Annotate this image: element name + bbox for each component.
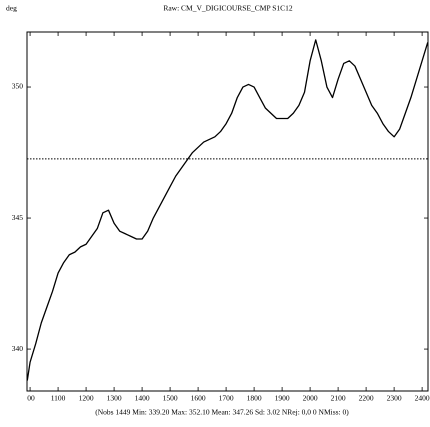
x-tick-label: 2000	[303, 394, 318, 403]
y-tick-label: 345	[12, 213, 24, 222]
x-tick-label: 00	[27, 394, 35, 403]
x-tick-label: 1900	[275, 394, 290, 403]
x-tick-label: 1200	[79, 394, 94, 403]
y-tick-label: 350	[12, 82, 24, 91]
data-line	[26, 39, 429, 381]
y-axis-label: deg	[6, 4, 17, 13]
x-tick-label: 1400	[135, 394, 150, 403]
plot-frame	[26, 31, 429, 392]
x-tick-label: 1600	[191, 394, 206, 403]
footer-stats: (Nobs 1449 Min: 339.20 Max: 352.10 Mean:…	[95, 408, 349, 417]
x-tick-label: 1700	[219, 394, 234, 403]
x-tick-label: 2200	[359, 394, 374, 403]
x-tick-label: 2400	[415, 394, 430, 403]
x-tick-label: 1500	[163, 394, 178, 403]
x-tick-label: 1100	[51, 394, 66, 403]
x-tick-label: 2100	[331, 394, 346, 403]
y-tick-label: 340	[12, 344, 24, 353]
x-tick-label: 1800	[247, 394, 262, 403]
chart-title: Raw: CM_V_DIGICOURSE_CMP S1C12	[163, 4, 293, 13]
x-tick-label: 2300	[387, 394, 402, 403]
x-tick-label: 1300	[107, 394, 122, 403]
